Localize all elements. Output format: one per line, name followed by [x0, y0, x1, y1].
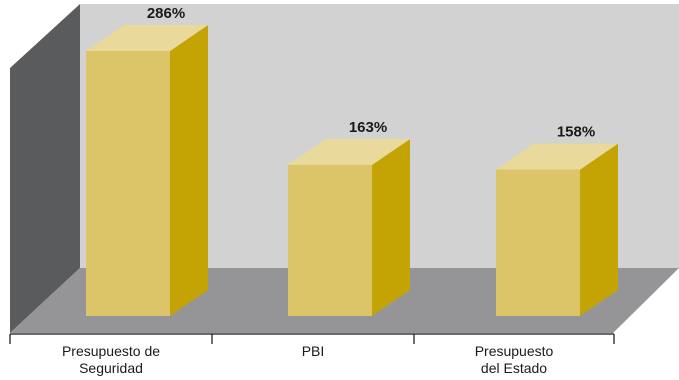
bar-front	[288, 164, 372, 316]
x-axis-ticks	[9, 334, 615, 344]
category-label: Presupuesto	[475, 343, 554, 359]
bar-side	[372, 138, 410, 316]
bars	[86, 25, 618, 316]
bar-side	[580, 143, 618, 316]
category-label: Seguridad	[79, 360, 143, 376]
bar	[86, 25, 208, 316]
bar-top	[496, 143, 618, 170]
bar-side	[170, 25, 208, 316]
data-label: 163%	[349, 119, 387, 136]
bar-top	[86, 25, 208, 51]
category-label: PBI	[302, 343, 325, 359]
category-label: del Estado	[481, 360, 547, 376]
category-label: Presupuesto de	[62, 343, 160, 359]
bar	[288, 138, 410, 316]
bar-front	[496, 169, 580, 316]
chart-side-wall	[10, 4, 80, 333]
data-labels: 286% 163% 158%	[147, 5, 595, 141]
bar-top	[288, 138, 410, 165]
data-label: 286%	[147, 5, 185, 22]
bar	[496, 143, 618, 316]
data-label: 158%	[557, 124, 595, 141]
bar-front	[86, 51, 170, 316]
